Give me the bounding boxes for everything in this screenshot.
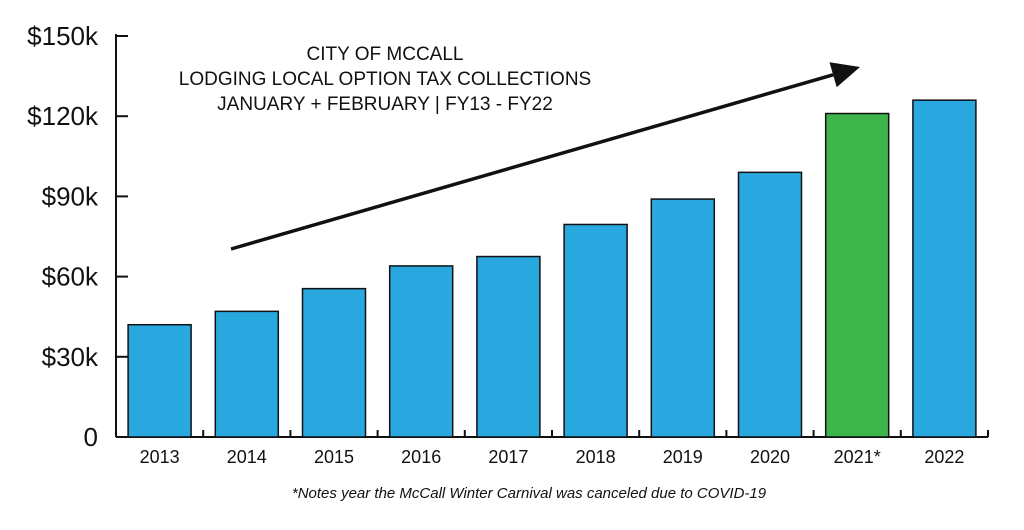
bar-2022 <box>912 99 977 438</box>
bar-2014 <box>214 310 280 438</box>
y-tick-label: $60k <box>42 262 99 292</box>
x-tick-label: 2014 <box>227 447 267 467</box>
x-tick-label: 2013 <box>140 447 180 467</box>
y-tick-label: $30k <box>42 342 99 372</box>
bar-2017 <box>476 255 541 438</box>
footnote: *Notes year the McCall Winter Carnival w… <box>292 485 767 502</box>
title-line-1: CITY OF MCCALL <box>307 44 464 65</box>
x-tick-label: 2020 <box>750 447 790 467</box>
x-axis: 2013 2014 2015 2016 2017 2018 2019 2020 2021* 202… <box>115 430 989 467</box>
x-tick-label: 2016 <box>401 447 441 467</box>
trend-arrow-head <box>829 62 860 88</box>
bar-2016 <box>388 265 454 438</box>
y-tick-label: $150k <box>27 21 99 51</box>
trend-arrow <box>230 62 860 251</box>
y-tick-label: 0 <box>84 422 98 452</box>
bar-2019 <box>650 198 716 438</box>
x-tick-label: 2015 <box>314 447 354 467</box>
x-tick-label: 2017 <box>488 447 528 467</box>
title-line-2: LODGING LOCAL OPTION TAX COLLECTIONS <box>179 69 591 90</box>
bar-2021 <box>824 112 890 438</box>
x-tick-label: 2021* <box>834 447 881 467</box>
chart-title: CITY OF MCCALL LODGING LOCAL OPTION TAX C… <box>179 44 591 115</box>
x-tick-label: 2022 <box>924 447 964 467</box>
x-tick-label: 2019 <box>663 447 703 467</box>
bar-2015 <box>301 287 367 438</box>
x-tick-label: 2018 <box>576 447 616 467</box>
y-tick-label: $120k <box>27 101 99 131</box>
bar-2020 <box>737 171 803 438</box>
bar-2018 <box>563 223 628 438</box>
bars <box>127 99 977 438</box>
trend-arrow-shaft <box>230 73 834 251</box>
y-axis: 0 $30k $60k $90k $120k $150k <box>27 21 128 452</box>
y-tick-label: $90k <box>42 181 99 211</box>
title-line-3: JANUARY + FEBRUARY | FY13 - FY22 <box>217 94 553 115</box>
bar-2013 <box>127 323 192 438</box>
